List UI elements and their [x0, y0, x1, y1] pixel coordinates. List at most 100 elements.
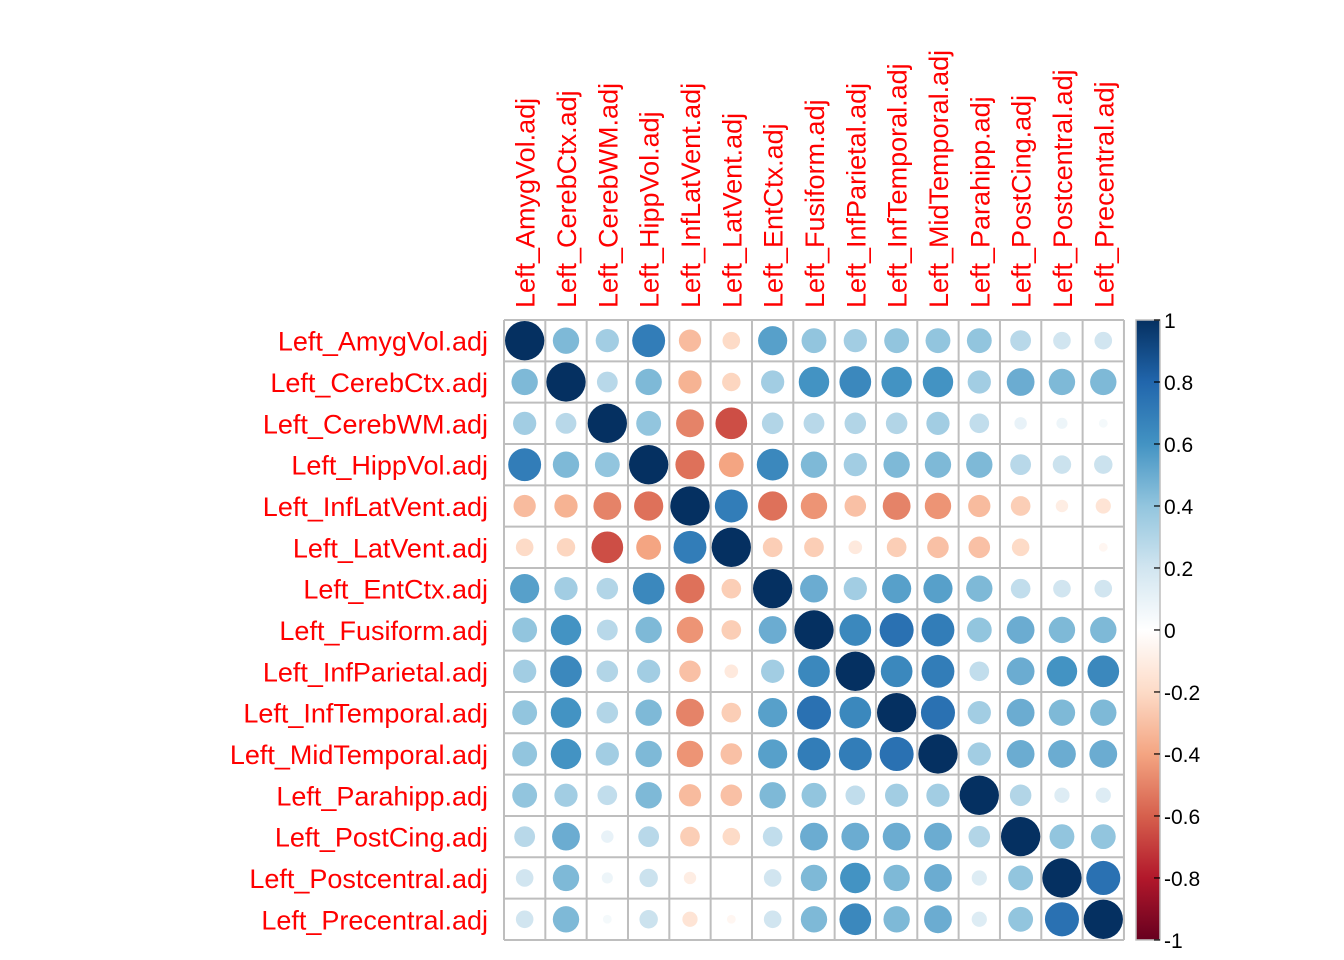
- row-label: Left_Fusiform.adj: [279, 616, 488, 646]
- corr-circle: [920, 695, 955, 730]
- corr-circle: [1011, 538, 1030, 557]
- corr-circle: [924, 822, 952, 851]
- corr-circle: [550, 655, 582, 688]
- corr-circle: [803, 412, 825, 434]
- corr-circle: [925, 328, 951, 354]
- corr-circle: [632, 572, 665, 605]
- corr-circle: [1008, 865, 1034, 891]
- column-label: Left_LatVent.adj: [717, 113, 747, 308]
- row-label: Left_InfTemporal.adj: [243, 699, 488, 729]
- row-label: Left_EntCtx.adj: [303, 575, 488, 605]
- corr-circle: [969, 661, 990, 682]
- corr-circle: [882, 574, 912, 604]
- corr-circle: [884, 328, 910, 354]
- corr-circle: [670, 486, 710, 526]
- row-label: Left_PostCing.adj: [275, 823, 488, 853]
- corr-circle: [711, 527, 751, 567]
- corr-circle: [675, 574, 705, 604]
- corr-circle: [550, 697, 582, 728]
- corr-circle: [843, 329, 867, 353]
- corr-circle: [841, 822, 870, 851]
- corr-circle: [594, 452, 620, 478]
- corr-circle: [722, 827, 741, 846]
- corr-circle: [835, 651, 875, 691]
- colorbar: 1 0.8 0.6 0.4 0.2 0 -0.2 -0.4 -0.6 -0.8 -1: [1135, 310, 1201, 953]
- corr-circle: [1048, 368, 1076, 396]
- corr-circle: [967, 370, 991, 394]
- corr-circle: [552, 864, 580, 892]
- corr-circle: [886, 537, 907, 558]
- colorbar-tick-label: 0.4: [1164, 496, 1194, 519]
- corr-circle: [591, 531, 624, 564]
- column-label: Left_PostCing.adj: [1007, 95, 1037, 308]
- corr-circle: [676, 616, 704, 644]
- corr-circle: [552, 906, 580, 933]
- corr-circle: [967, 742, 991, 766]
- corr-circle: [918, 734, 958, 774]
- corr-circle: [1094, 455, 1113, 474]
- corr-circle: [879, 612, 914, 648]
- row-label: Left_InfLatVent.adj: [263, 492, 488, 522]
- corr-circle: [1042, 858, 1082, 898]
- corr-circle: [1053, 579, 1071, 598]
- row-label: Left_Parahipp.adj: [276, 781, 488, 811]
- corr-circle: [759, 782, 786, 809]
- corr-circle: [761, 659, 785, 683]
- colorbar-tick-label: 0.8: [1164, 372, 1193, 395]
- corr-circle: [510, 574, 540, 604]
- corr-circle: [921, 654, 955, 688]
- corr-circle: [512, 782, 538, 808]
- corr-circle: [968, 536, 991, 559]
- corr-circle: [552, 327, 580, 354]
- corr-circle: [800, 574, 828, 603]
- corr-circle: [602, 914, 612, 924]
- corr-circle: [959, 775, 999, 815]
- corr-circle: [550, 738, 582, 770]
- corr-circle: [758, 491, 788, 521]
- corr-circle: [595, 329, 619, 353]
- corr-circle: [968, 825, 991, 848]
- corr-circle: [761, 370, 785, 394]
- corr-circle: [550, 614, 582, 646]
- corr-circle: [724, 664, 739, 679]
- corr-circle: [885, 412, 908, 435]
- corr-circle: [504, 321, 545, 361]
- corr-circle: [1046, 656, 1078, 687]
- corr-circle: [843, 577, 867, 601]
- corr-circle: [1087, 655, 1120, 688]
- corr-circle: [761, 412, 784, 435]
- corr-circle: [1053, 331, 1071, 350]
- corr-circle: [798, 655, 830, 688]
- corr-circle: [513, 411, 537, 435]
- corr-circle: [1089, 740, 1118, 768]
- corr-circle: [801, 328, 827, 354]
- corr-circle: [800, 492, 828, 520]
- corr-circle: [1006, 657, 1035, 686]
- corr-circle: [601, 872, 613, 884]
- corr-circle: [515, 869, 534, 887]
- corr-circle: [1052, 455, 1072, 474]
- corr-circle: [756, 448, 789, 481]
- corr-circle: [843, 453, 867, 477]
- corr-circle: [1049, 824, 1075, 850]
- corr-circle: [508, 448, 542, 482]
- column-label: Left_Precentral.adj: [1089, 81, 1119, 308]
- corr-circle: [1006, 616, 1035, 644]
- corr-circle: [720, 743, 743, 765]
- corr-circle: [845, 785, 866, 806]
- corr-circle: [515, 538, 534, 557]
- corr-circle: [762, 826, 783, 847]
- row-label: Left_CerebWM.adj: [263, 409, 488, 439]
- colorbar-tick-label: -0.6: [1164, 806, 1200, 829]
- corr-circle: [1056, 417, 1068, 429]
- corr-circle: [676, 740, 704, 768]
- corr-circle: [1095, 498, 1111, 514]
- corr-circle: [601, 830, 614, 843]
- row-label: Left_Postcentral.adj: [249, 864, 488, 894]
- corr-circle: [513, 494, 536, 518]
- column-labels: Left_AmygVol.adj Left_CerebCtx.adj Left_Ce…: [511, 50, 1120, 308]
- corr-circle: [758, 616, 787, 644]
- corr-circle: [628, 444, 669, 485]
- corr-circle: [1006, 368, 1035, 396]
